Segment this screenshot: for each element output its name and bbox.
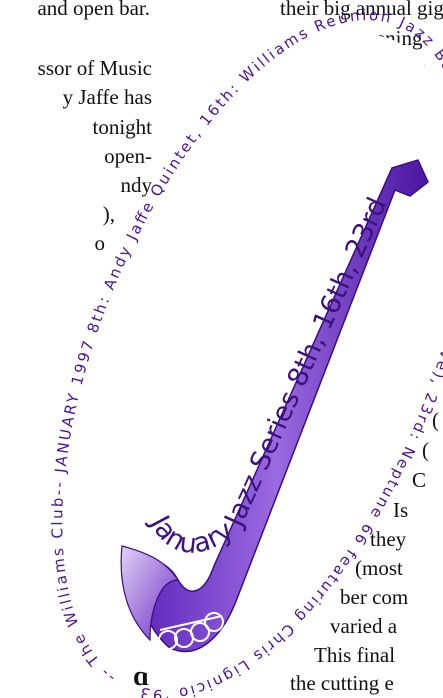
saxophone (120, 159, 429, 653)
right-column-line: (most (355, 556, 403, 580)
right-column-line: Is (393, 498, 408, 522)
saxophone-stripes (239, 411, 279, 489)
left-column-line: ndy (121, 173, 153, 197)
left-column-line: ), (103, 202, 115, 226)
left-column-line: o (95, 231, 106, 255)
right-column-line: C (412, 468, 426, 492)
saxophone-bell (120, 545, 180, 642)
right-column-line: the cutting e (290, 671, 394, 695)
right-column-line: ( (432, 408, 439, 432)
right-column-line: ber com (340, 585, 408, 609)
left-column-line: open- (104, 144, 152, 168)
left-column-line: y Jaffe has (63, 85, 152, 109)
left-column-line: tonight (92, 115, 152, 139)
right-column-line: This final (314, 643, 395, 667)
left-column-line: and open bar. (37, 0, 150, 20)
body-text: and open bar. ssor of Music y Jaffe has ton… (37, 0, 443, 695)
right-column-line: they (370, 527, 407, 551)
left-column-line: ssor of Music (38, 56, 152, 80)
right-column-line: ( (422, 438, 429, 462)
right-column-line: their big annual gig (280, 0, 443, 20)
saxophone-keys (158, 612, 224, 650)
right-column-line: varied a (330, 614, 398, 638)
